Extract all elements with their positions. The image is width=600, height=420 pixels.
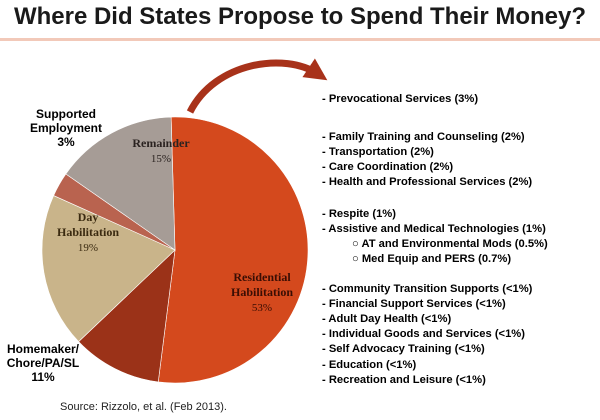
breakdown-item: - Education (<1%) — [322, 359, 417, 371]
breakdown-item: - Transportation (2%) — [322, 146, 434, 158]
breakdown-item: - Care Coordination (2%) — [322, 161, 454, 173]
breakdown-item: - Respite (1%) — [322, 208, 396, 220]
label-remainder-line-2: 15% — [151, 153, 171, 165]
breakdown-item: - Self Advocacy Training (<1%) — [322, 343, 485, 355]
breakdown-item: - Individual Goods and Services (<1%) — [322, 328, 525, 340]
label-homemaker-line2: Chore/PA/SL — [6, 356, 80, 370]
label-residential-habilitation-line-3: 53% — [252, 302, 272, 314]
label-homemaker: Homemaker/ Chore/PA/SL 11% — [0, 342, 86, 384]
breakdown-item: - Community Transition Supports (<1%) — [322, 283, 533, 295]
chart-title: Where Did States Propose to Spend Their … — [13, 3, 587, 30]
breakdown-item: - Financial Support Services (<1%) — [322, 298, 506, 310]
label-day-habilitation-line-2: Habilitation — [57, 225, 119, 239]
breakdown-item: - Assistive and Medical Technologies (1%… — [322, 223, 546, 235]
remainder-callout-arrow — [186, 58, 328, 114]
label-day-habilitation-line-3: 19% — [78, 242, 98, 254]
breakdown-item: - Health and Professional Services (2%) — [322, 176, 533, 188]
breakdown-item: - Adult Day Health (<1%) — [322, 313, 452, 325]
title-divider — [0, 38, 600, 41]
label-remainder-line-1: Remainder — [132, 136, 190, 150]
label-homemaker-line1: Homemaker/ — [6, 342, 80, 356]
label-supported-line2: Employment — [29, 121, 102, 135]
pie-slice-day-habilitation — [41, 195, 176, 343]
breakdown-item: - Prevocational Services (3%) — [322, 93, 479, 105]
label-supported-value: 3% — [57, 135, 75, 149]
label-residential-habilitation-line-1: Residential — [233, 270, 291, 284]
pie-slice-remainder — [65, 116, 176, 251]
breakdown-item: - Family Training and Counseling (2%) — [322, 131, 525, 143]
pie-slice-residential-habilitation — [157, 116, 309, 384]
label-homemaker-value: 11% — [31, 370, 55, 384]
label-supported-employment: Supported Employment 3% — [20, 107, 112, 149]
label-supported-line1: Supported — [36, 107, 96, 121]
breakdown-sub-item: ○ AT and Environmental Mods (0.5%) — [352, 238, 548, 250]
label-residential-habilitation-line-2: Habilitation — [231, 285, 293, 299]
breakdown-item: - Recreation and Leisure (<1%) — [322, 374, 486, 386]
breakdown-sub-item: ○ Med Equip and PERS (0.7%) — [352, 253, 512, 265]
pie-slice-homemaker-chore-pa-sl — [78, 249, 176, 383]
label-day-habilitation-line-1: Day — [78, 210, 99, 224]
source-note: Source: Rizzolo, et al. (Feb 2013). — [60, 401, 227, 413]
